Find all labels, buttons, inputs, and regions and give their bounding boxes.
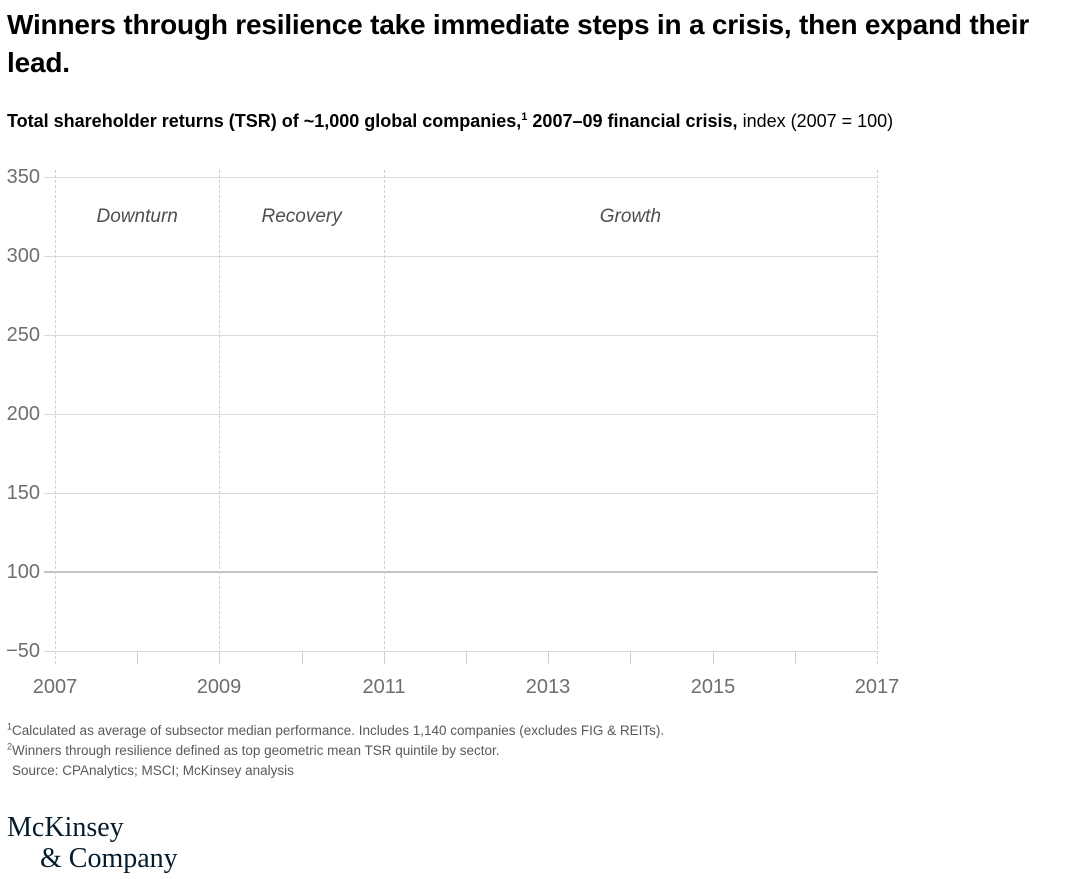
- y-axis-label: 250: [6, 324, 40, 346]
- x-axis-tick-2016: [795, 651, 796, 664]
- phase-label-growth: Growth: [599, 206, 662, 227]
- footnote-2-text: Winners through resilience defined as to…: [12, 743, 500, 758]
- y-axis-label: 300: [6, 245, 40, 267]
- x-axis-tick-2010: [302, 651, 303, 664]
- y-axis-label: 150: [6, 482, 40, 504]
- footnote-1: 1Calculated as average of subsector medi…: [7, 721, 664, 741]
- x-axis-label-2017: 2017: [854, 676, 900, 698]
- y-axis-label: 100: [6, 561, 40, 583]
- gridline-350: [44, 177, 877, 178]
- subtitle-bold-text-2: 2007–09 financial crisis,: [527, 111, 738, 131]
- phase-label-downturn: Downturn: [96, 206, 178, 227]
- footnote-2-marker: 2: [7, 741, 13, 752]
- y-axis-label: 200: [6, 403, 40, 425]
- subtitle-footnote-marker: 1: [521, 111, 528, 123]
- gridline--50: [44, 651, 877, 652]
- gridline-300: [44, 256, 877, 257]
- page-title: Winners through resilience take immediat…: [7, 9, 1030, 78]
- logo-line-2: & Company: [40, 843, 178, 874]
- gridline-100: [44, 571, 877, 573]
- footnote-1-text: Calculated as average of subsector media…: [12, 723, 665, 738]
- x-axis-label-2013: 2013: [525, 676, 571, 698]
- gridline-200: [44, 414, 877, 415]
- subtitle-unit-text: index (2007 = 100): [737, 111, 894, 131]
- x-axis-tick-2014: [630, 651, 631, 664]
- logo-line-1: McKinsey: [7, 812, 124, 843]
- x-axis-tick-2008: [137, 651, 138, 664]
- x-axis-label-2007: 2007: [32, 676, 78, 698]
- phase-label-recovery: Recovery: [261, 206, 342, 227]
- chart-subtitle: Total shareholder returns (TSR) of ~1,00…: [7, 109, 893, 133]
- subtitle-bold-text: Total shareholder returns (TSR) of ~1,00…: [7, 111, 522, 131]
- x-axis-tick-2011: [384, 651, 385, 664]
- x-axis-label-2015: 2015: [690, 676, 736, 698]
- phase-boundary-line-2011: [384, 170, 385, 664]
- x-axis-tick-2015: [713, 651, 714, 664]
- gridline-250: [44, 335, 877, 336]
- x-axis-label-2011: 2011: [362, 676, 406, 698]
- footnotes-block: 1Calculated as average of subsector medi…: [7, 721, 664, 781]
- footnote-1-marker: 1: [7, 721, 13, 732]
- x-axis-tick-2009: [219, 651, 220, 664]
- x-axis-tick-2012: [466, 651, 467, 664]
- mckinsey-logo: McKinsey & Company: [7, 812, 178, 874]
- gridline-150: [44, 493, 877, 494]
- footnote-2: 2Winners through resilience defined as t…: [7, 741, 664, 761]
- y-axis-label: −50: [6, 640, 40, 662]
- source-line: Source: CPAnalytics; MSCI; McKinsey anal…: [12, 763, 294, 778]
- phase-boundary-line-2007: [55, 170, 56, 664]
- x-axis-label-2009: 2009: [196, 676, 242, 698]
- phase-boundary-line-2017: [877, 170, 878, 664]
- y-axis-label: 350: [6, 166, 40, 188]
- x-axis-tick-2013: [548, 651, 549, 664]
- phase-boundary-line-2009: [219, 170, 220, 664]
